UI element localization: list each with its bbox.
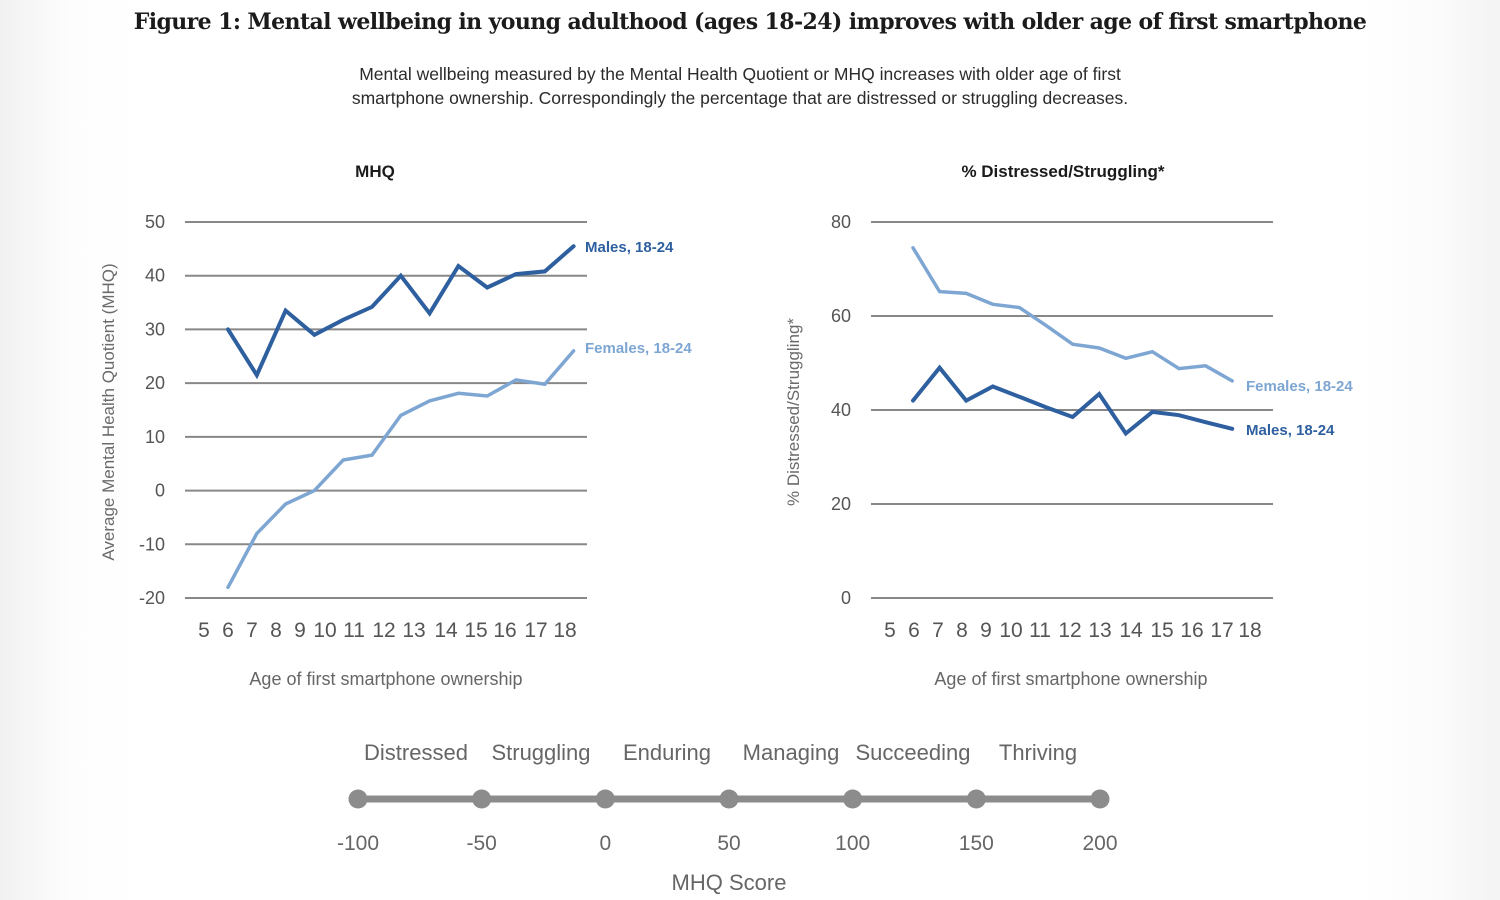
mhq-gridlines bbox=[185, 221, 587, 599]
x-tick-label: 8 bbox=[956, 619, 968, 642]
distressed-legend-males: Males, 18-24 bbox=[1246, 422, 1335, 439]
scale-value: 200 bbox=[1082, 832, 1117, 855]
scale-dot bbox=[595, 789, 615, 809]
scale-value-labels: -100 -50 0 50 100 150 200 bbox=[337, 832, 1118, 855]
x-tick-label: 15 bbox=[464, 619, 487, 642]
scale-category: Thriving bbox=[999, 740, 1077, 765]
scale-value: 150 bbox=[959, 832, 994, 855]
y-tick-label: 0 bbox=[841, 588, 851, 608]
x-tick-label: 9 bbox=[980, 619, 992, 642]
y-tick-label: 60 bbox=[831, 306, 851, 326]
distressed-x-tick-labels: 5 6 7 8 9 10 11 12 13 14 15 16 17 18 bbox=[884, 619, 1262, 642]
distressed-chart-title: % Distressed/Struggling* bbox=[961, 162, 1164, 181]
y-tick-label: 80 bbox=[831, 212, 851, 232]
scale-category-labels: Distressed Struggling Enduring Managing Succ… bbox=[364, 740, 1077, 765]
mhq-series bbox=[226, 244, 576, 590]
distressed-legend-females: Females, 18-24 bbox=[1246, 378, 1353, 395]
mhq-score-scale: Distressed Struggling Enduring Managing Succ… bbox=[337, 740, 1118, 895]
x-tick-label: 18 bbox=[1238, 619, 1261, 642]
mhq-y-tick-labels: 50 40 30 20 10 0 -10 -20 bbox=[139, 212, 165, 608]
mhq-y-axis-label: Average Mental Health Quotient (MHQ) bbox=[99, 263, 118, 560]
scale-category: Enduring bbox=[623, 740, 711, 765]
x-tick-label: 10 bbox=[313, 619, 336, 642]
series-line-males bbox=[226, 244, 576, 380]
x-tick-label: 17 bbox=[524, 619, 547, 642]
series-line-males bbox=[911, 364, 1235, 437]
mhq-legend-females: Females, 18-24 bbox=[585, 340, 692, 357]
x-tick-label: 9 bbox=[294, 619, 306, 642]
x-tick-label: 17 bbox=[1210, 619, 1233, 642]
y-tick-label: 40 bbox=[145, 266, 165, 286]
distressed-x-axis-label: Age of first smartphone ownership bbox=[934, 669, 1207, 689]
x-tick-label: 7 bbox=[932, 619, 944, 642]
x-tick-label: 18 bbox=[553, 619, 576, 642]
x-tick-label: 14 bbox=[1119, 619, 1143, 642]
y-tick-label: -20 bbox=[139, 588, 165, 608]
x-tick-label: 8 bbox=[270, 619, 282, 642]
scale-axis-label: MHQ Score bbox=[672, 870, 787, 895]
scale-dot bbox=[843, 789, 863, 809]
mhq-x-axis-label: Age of first smartphone ownership bbox=[249, 669, 522, 689]
series-line-females bbox=[226, 349, 576, 590]
x-tick-label: 5 bbox=[884, 619, 896, 642]
scale-category: Managing bbox=[743, 740, 840, 765]
subtitle-line-1: Mental wellbeing measured by the Mental … bbox=[359, 64, 1121, 84]
x-tick-label: 16 bbox=[1180, 619, 1203, 642]
x-tick-label: 7 bbox=[246, 619, 258, 642]
y-tick-label: 50 bbox=[145, 212, 165, 232]
subtitle-line-2: smartphone ownership. Correspondingly th… bbox=[351, 88, 1129, 108]
distressed-series bbox=[911, 246, 1235, 437]
mhq-x-tick-labels: 5 6 7 8 9 10 11 12 13 14 15 16 17 18 bbox=[198, 619, 577, 642]
mhq-legend-males: Males, 18-24 bbox=[585, 239, 674, 256]
x-tick-label: 12 bbox=[372, 619, 395, 642]
figure-subtitle: Mental wellbeing measured by the Mental … bbox=[0, 62, 1480, 110]
scale-dot bbox=[966, 789, 986, 809]
x-tick-label: 15 bbox=[1150, 619, 1173, 642]
series-line-females bbox=[911, 246, 1234, 383]
x-tick-label: 14 bbox=[434, 619, 458, 642]
y-tick-label: 20 bbox=[145, 373, 165, 393]
scale-value: 100 bbox=[835, 832, 870, 855]
mhq-chart-title: MHQ bbox=[355, 162, 395, 181]
distressed-gridlines bbox=[871, 221, 1273, 599]
distressed-y-tick-labels: 80 60 40 20 0 bbox=[831, 212, 851, 608]
scale-category: Succeeding bbox=[856, 740, 971, 765]
scale-dots bbox=[348, 789, 1110, 809]
scale-value: 0 bbox=[599, 832, 611, 855]
x-tick-label: 6 bbox=[908, 619, 920, 642]
x-tick-label: 11 bbox=[1029, 619, 1051, 642]
x-tick-label: 5 bbox=[198, 619, 210, 642]
x-tick-label: 6 bbox=[222, 619, 234, 642]
y-tick-label: 40 bbox=[831, 400, 851, 420]
y-tick-label: 0 bbox=[155, 481, 165, 501]
y-tick-label: 10 bbox=[145, 427, 165, 447]
y-tick-label: -10 bbox=[139, 534, 165, 554]
scale-dot bbox=[348, 789, 368, 809]
x-tick-label: 11 bbox=[343, 619, 365, 642]
scale-dot bbox=[1090, 789, 1110, 809]
distressed-y-axis-label: % Distressed/Struggling* bbox=[784, 318, 803, 506]
figure-title: Figure 1: Mental wellbeing in young adul… bbox=[133, 9, 1367, 35]
scale-value: -50 bbox=[466, 832, 496, 855]
scale-dot bbox=[719, 789, 739, 809]
x-tick-label: 13 bbox=[402, 619, 425, 642]
x-tick-label: 13 bbox=[1088, 619, 1111, 642]
mhq-chart: MHQ 50 40 30 20 10 0 -10 -20 5 6 7 8 9 10 11 12 13 14 15 1… bbox=[99, 162, 692, 689]
scale-category: Struggling bbox=[491, 740, 590, 765]
scale-category: Distressed bbox=[364, 740, 468, 765]
scale-dot bbox=[472, 789, 492, 809]
x-tick-label: 10 bbox=[999, 619, 1022, 642]
y-tick-label: 30 bbox=[145, 319, 165, 339]
y-tick-label: 20 bbox=[831, 494, 851, 514]
scale-value: 50 bbox=[717, 832, 740, 855]
x-tick-label: 12 bbox=[1058, 619, 1081, 642]
scale-value: -100 bbox=[337, 832, 379, 855]
x-tick-label: 16 bbox=[493, 619, 516, 642]
